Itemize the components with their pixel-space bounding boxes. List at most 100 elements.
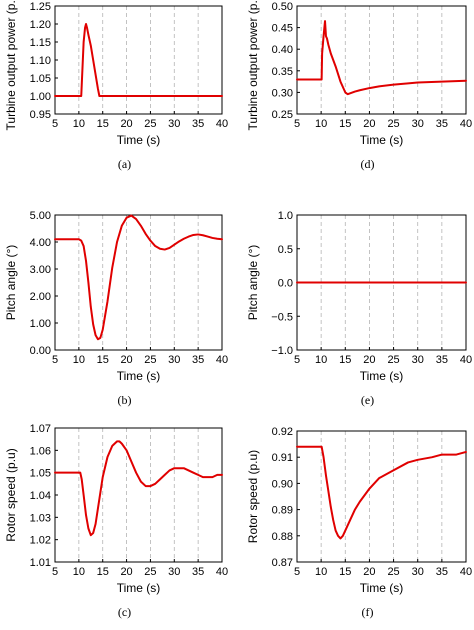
x-axis-label: Time (s) [360,133,404,147]
x-tick-label: 20 [120,354,132,366]
y-tick-label: 0.95 [30,109,51,121]
x-tick-label: 40 [216,118,228,130]
x-tick-label: 25 [387,118,399,130]
chart-panel-1: 5 10 15 20 25 30 35 40 0.25 0.30 0.35 0.40 0.45 0.50 T… [246,0,472,171]
y-tick-label: 1.02 [30,535,51,547]
y-tick-label: 1.06 [30,445,51,457]
x-tick-label: 30 [412,354,424,366]
y-axis-label: Rotor speed (p.u) [4,448,18,541]
x-tick-label: 35 [436,118,448,130]
x-axis-label: Time (s) [360,581,404,595]
x-tick-label: 35 [436,354,448,366]
x-tick-label: 25 [144,118,156,130]
x-tick-label: 20 [363,566,375,578]
y-tick-label: 0.91 [272,452,293,464]
x-axis-label: Time (s) [117,581,161,595]
x-tick-label: 10 [315,118,327,130]
y-tick-label: 0.40 [272,44,293,56]
y-axis-label: Pitch angle (°) [4,245,18,321]
y-tick-label: 1.00 [30,318,51,330]
x-tick-label: 40 [460,566,472,578]
chart-panel-5: 5 10 15 20 25 30 35 40 0.87 0.88 0.89 0.90 0.91 0.92 T… [246,426,472,619]
y-tick-label: 1.0 [278,210,293,222]
series-line [54,440,223,537]
x-tick-label: 10 [73,354,85,366]
y-tick-label: 0.00 [30,345,51,357]
y-tick-label: −1.0 [271,345,293,357]
y-axis-label: Turbine output power (p.u) [4,0,18,130]
y-tick-label: 5.00 [30,210,51,222]
x-tick-label: 30 [168,354,180,366]
series-line [54,23,223,97]
plot-frame [54,214,223,351]
panel-caption: (a) [118,157,131,171]
x-tick-label: 30 [412,118,424,130]
y-tick-label: 1.07 [30,423,51,435]
x-tick-label: 40 [460,354,472,366]
y-axis-label: Pitch angle (°) [246,245,260,321]
plot-frame [54,427,223,563]
plot-frame [296,5,467,115]
chart-panel-2: 5 10 15 20 25 30 35 40 0.00 1.00 2.00 3.00 4.00 5.00 T… [4,210,228,407]
x-tick-label: 15 [339,118,351,130]
y-axis-label: Rotor speed (p.u) [246,450,260,543]
x-tick-label: 30 [168,118,180,130]
x-tick-label: 35 [192,354,204,366]
x-tick-label: 20 [120,566,132,578]
x-tick-label: 5 [294,118,300,130]
y-axis-label: Turbine output power (p.u) [246,0,260,130]
series-line [296,20,467,96]
y-tick-label: 0.87 [272,557,293,569]
y-tick-label: 0.45 [272,23,293,35]
x-tick-label: 40 [216,354,228,366]
x-tick-label: 35 [192,118,204,130]
x-tick-label: 15 [97,354,109,366]
y-tick-label: 0.35 [272,66,293,78]
x-tick-label: 5 [52,566,58,578]
x-tick-label: 25 [144,354,156,366]
panel-caption: (e) [361,393,374,407]
y-tick-label: 1.25 [30,1,51,13]
x-tick-label: 10 [315,354,327,366]
y-tick-label: 3.00 [30,264,51,276]
y-tick-label: 1.05 [30,73,51,85]
y-tick-label: −0.5 [271,311,293,323]
y-tick-label: 0.92 [272,426,293,438]
y-tick-label: 0.5 [278,244,293,256]
x-tick-label: 15 [339,354,351,366]
x-tick-label: 40 [216,566,228,578]
x-tick-label: 40 [460,118,472,130]
y-tick-label: 1.00 [30,91,51,103]
chart-panel-4: 5 10 15 20 25 30 35 40 1.01 1.02 1.03 1.04 1.05 1.06 1… [4,423,228,619]
y-tick-label: 0.88 [272,531,293,543]
x-tick-label: 5 [294,566,300,578]
chart-panel-0: 5 10 15 20 25 30 35 40 0.95 1.00 1.05 1.10 1.15 1.20 1… [4,0,228,171]
chart-panel-3: 5 10 15 20 25 30 35 40 −1.0 −0.5 0.0 0.5 1.0 Time (s)… [246,210,472,407]
x-tick-label: 5 [294,354,300,366]
y-tick-label: 1.01 [30,557,51,569]
y-tick-label: 0.30 [272,87,293,99]
plot-frame [296,430,467,563]
x-tick-label: 25 [387,354,399,366]
y-tick-label: 1.20 [30,19,51,31]
series-line [54,214,223,341]
y-tick-label: 0.50 [272,1,293,13]
panel-caption: (c) [118,605,131,619]
y-tick-label: 0.25 [272,109,293,121]
panel-caption: (b) [118,393,132,407]
x-tick-label: 25 [144,566,156,578]
x-tick-label: 30 [412,566,424,578]
y-tick-label: 0.90 [272,478,293,490]
y-tick-label: 0.89 [272,505,293,517]
y-tick-label: 1.03 [30,512,51,524]
x-tick-label: 20 [120,118,132,130]
x-tick-label: 20 [363,354,375,366]
y-tick-label: 2.00 [30,291,51,303]
plot-frame [54,5,223,115]
x-tick-label: 5 [52,354,58,366]
y-tick-label: 4.00 [30,237,51,249]
x-tick-label: 20 [363,118,375,130]
series-line [296,445,467,540]
x-tick-label: 10 [73,118,85,130]
